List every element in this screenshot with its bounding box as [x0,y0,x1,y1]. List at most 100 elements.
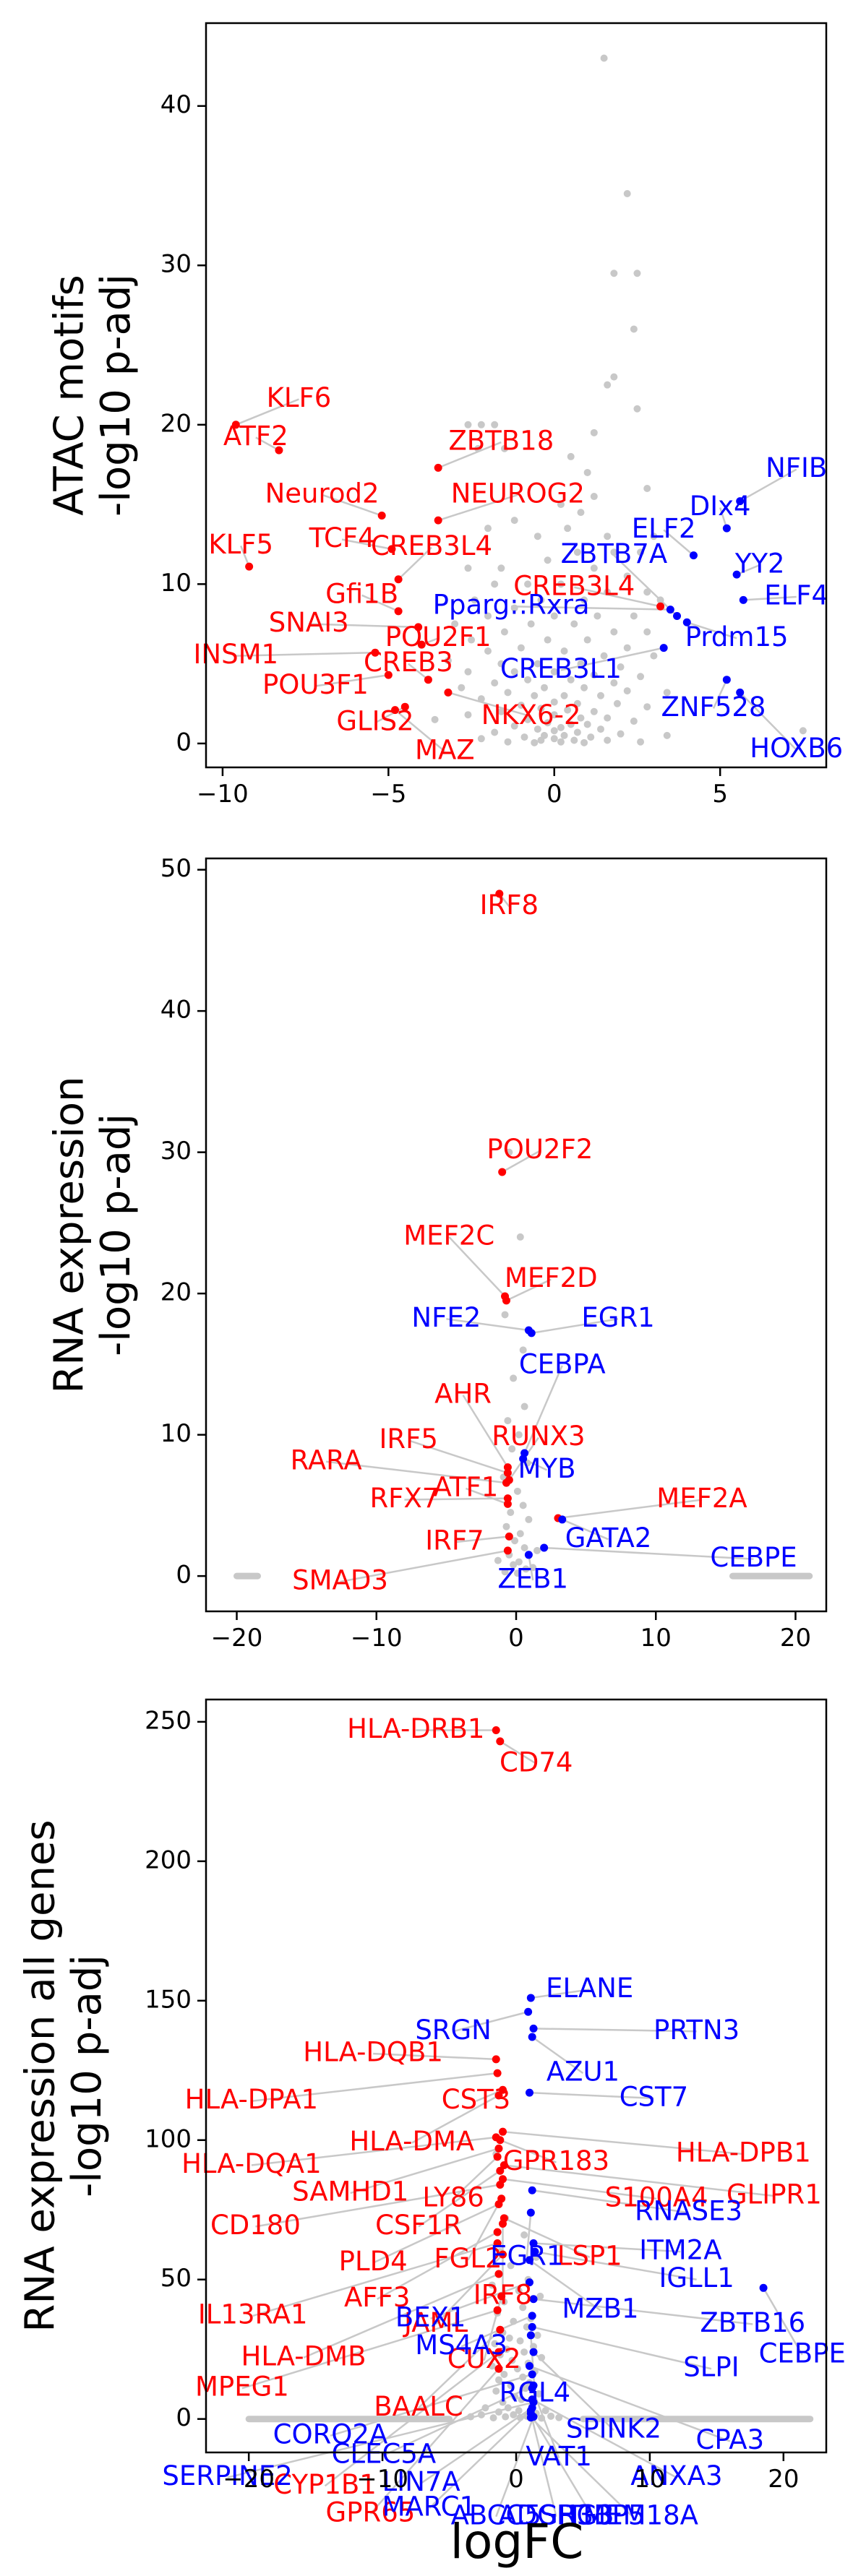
label-connector [236,651,376,657]
label-connector [574,586,661,608]
highlight-point [494,2200,503,2209]
y-axis-label-line: -log10 p-adj [93,274,140,517]
background-point [583,468,591,476]
highlight-point [493,2228,502,2236]
highlight-point [499,2085,507,2094]
background-point [524,676,532,684]
background-point [537,596,545,604]
background-point [557,738,565,746]
highlight-point [493,2306,502,2314]
point-label: CEBPE [710,1542,797,1573]
background-point [464,668,472,676]
highlight-point [531,2247,539,2256]
highlight-point [502,1478,510,1487]
background-point [519,1346,527,1354]
label-connector [408,1439,508,1474]
background-point [583,720,591,728]
background-point [597,692,604,699]
background-point [477,421,485,428]
point-label: CD180 [210,2210,301,2241]
background-point [557,723,565,731]
highlight-point [494,2348,503,2356]
point-label: Pparg::Rxra [433,590,590,621]
highlight-point [525,2278,533,2287]
label-connector [322,494,382,517]
highlight-point [540,1543,549,1552]
highlight-point [496,1737,505,1746]
highlight-point [377,512,386,520]
point-label: SMAD3 [292,1564,388,1595]
label-connector [534,2250,697,2280]
point-label: LSP1 [557,2240,622,2271]
label-connector [613,554,678,617]
point-label: PLD4 [339,2246,408,2277]
y-tick-label: 100 [145,2124,192,2153]
point-label: RFX7 [369,1483,439,1514]
label-connector [529,2365,731,2442]
highlight-point [492,2055,500,2064]
x-tick-label: 10 [634,2465,665,2494]
background-point [491,2340,499,2348]
label-connector [500,2139,557,2163]
background-point [524,715,532,723]
background-point [507,2382,515,2390]
highlight-point [526,2331,535,2340]
highlight-point [494,2364,503,2373]
label-connector [447,692,531,718]
background-point [508,1445,516,1453]
background-point [544,719,552,727]
point-label: DIx4 [690,491,751,522]
point-label: RGL4 [500,2377,571,2408]
label-connector [502,1150,541,1173]
label-connector [529,2091,654,2100]
label-connector [324,2351,500,2487]
label-connector [361,594,399,612]
label-connector [739,692,797,751]
label-connector [303,2273,500,2359]
label-connector [315,673,389,687]
background-point [577,714,585,722]
y-tick-label: 10 [160,1419,192,1448]
background-point [489,2414,497,2422]
point-label: YY2 [734,548,785,579]
background-point [593,612,601,620]
highlight-point [493,2069,502,2077]
y-axis-label: RNA expression all genes-log10 p-adj [17,1819,110,2332]
background-point [501,1311,509,1319]
highlight-point [414,623,423,632]
highlight-point [499,2175,507,2184]
highlight-point [444,688,453,697]
point-label: KLF6 [267,382,332,413]
background-point [519,2304,527,2312]
point-label: SLPI [683,2352,739,2383]
highlight-point [387,545,396,553]
label-connector [241,2309,498,2390]
background-point [527,620,535,628]
label-connector [428,2410,532,2510]
label-connector [227,2401,534,2478]
y-tick-label: 250 [145,1706,192,1735]
point-label: ANXA3 [630,2460,722,2491]
background-point [630,612,638,620]
label-connector [421,2407,533,2484]
point-label: MARC1 [382,2491,476,2523]
point-label: RNASE3 [635,2196,742,2227]
background-point [580,684,588,692]
label-connector [377,2231,498,2300]
label-connector [736,564,760,576]
y-tick-label: 50 [160,854,192,883]
highlight-point [496,2166,505,2175]
y-tick-label: 150 [145,1985,192,2014]
x-tick-label: 0 [546,780,562,809]
x-axis-label: logFC [450,2514,584,2569]
highlight-point [528,2033,536,2041]
point-label: CREB3 [364,647,453,678]
label-connector [255,2184,501,2228]
background-point [604,714,612,722]
label-connector [531,1989,590,1999]
x-tick-label: −10 [351,1624,403,1653]
label-connector [533,2351,614,2431]
label-connector [686,621,737,639]
point-label: ZBTB18 [448,426,554,457]
point-label: HLA-DQA1 [181,2148,322,2179]
